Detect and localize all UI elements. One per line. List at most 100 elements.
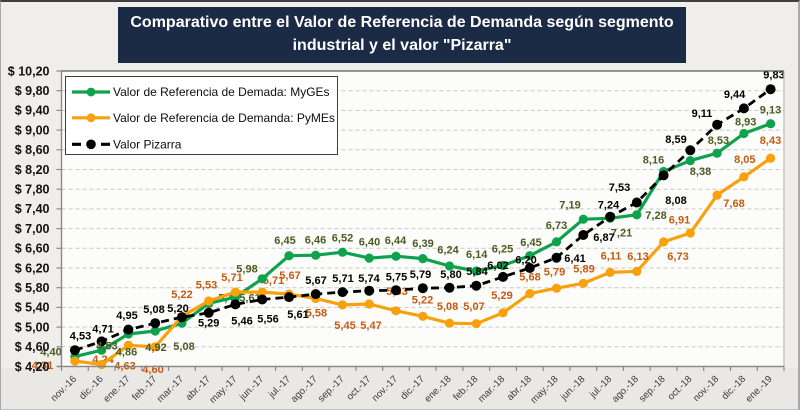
svg-text:8,16: 8,16 [643,155,664,167]
svg-text:nov.-18: nov.-18 [691,374,721,404]
svg-text:$ 7,00: $ 7,00 [15,222,50,236]
svg-text:6,45: 6,45 [274,235,295,247]
svg-text:4,95: 4,95 [116,310,137,322]
svg-text:5,74: 5,74 [358,273,380,285]
svg-text:$ 5,00: $ 5,00 [15,320,50,334]
svg-text:6,11: 6,11 [601,251,622,263]
svg-text:6,91: 6,91 [669,215,690,227]
svg-text:6,02: 6,02 [487,260,508,272]
svg-text:$ 4,20: $ 4,20 [15,360,50,374]
svg-text:$ 4,60: $ 4,60 [15,340,50,354]
svg-text:6,20: 6,20 [515,255,536,267]
svg-text:$ 8,60: $ 8,60 [15,143,50,157]
svg-text:Valor de Referencia de Demada:: Valor de Referencia de Demada: MyGEs [113,85,330,99]
svg-text:6,45: 6,45 [520,237,541,249]
svg-text:ene.-17: ene.-17 [102,374,133,405]
svg-text:jun.-18: jun.-18 [558,374,587,403]
svg-text:8,53: 8,53 [708,135,729,147]
svg-text:5,80: 5,80 [440,269,461,281]
svg-text:6,73: 6,73 [546,220,567,232]
svg-text:5,56: 5,56 [257,314,278,326]
svg-text:oct.-17: oct.-17 [345,374,374,403]
svg-text:5,84: 5,84 [466,266,488,278]
svg-text:5,58: 5,58 [306,307,327,319]
svg-text:5,08: 5,08 [437,301,458,313]
svg-text:$ 10,20: $ 10,20 [8,64,50,78]
svg-text:7,28: 7,28 [645,210,666,222]
svg-text:5,29: 5,29 [198,318,219,330]
svg-text:8,59: 8,59 [665,134,686,146]
svg-text:6,24: 6,24 [437,245,459,257]
svg-text:4,53: 4,53 [70,331,91,343]
svg-text:8,43: 8,43 [760,135,781,147]
svg-text:ago.-18: ago.-18 [610,374,641,405]
svg-text:5,07: 5,07 [463,301,484,313]
svg-text:5,98: 5,98 [236,264,257,276]
svg-text:$ 5,40: $ 5,40 [15,301,50,315]
svg-text:5,89: 5,89 [573,264,594,276]
svg-text:9,11: 9,11 [692,108,713,120]
svg-text:may.-18: may.-18 [529,374,561,406]
svg-text:5,79: 5,79 [410,269,431,281]
svg-text:5,08: 5,08 [143,304,164,316]
svg-text:7,24: 7,24 [598,200,620,212]
svg-text:5,46: 5,46 [231,316,252,328]
svg-text:5,08: 5,08 [173,341,194,353]
svg-text:Valor de Referencia de Demanda: Valor de Referencia de Demanda: PyMEs [113,111,335,125]
svg-text:9,44: 9,44 [724,89,746,101]
svg-text:sep.-17: sep.-17 [316,374,347,405]
svg-text:6,52: 6,52 [332,233,353,245]
svg-text:ago.-17: ago.-17 [289,374,320,405]
svg-text:8,93: 8,93 [735,117,756,129]
svg-text:6,73: 6,73 [667,251,688,263]
svg-text:6,46: 6,46 [305,235,326,247]
svg-text:5,67: 5,67 [305,275,326,287]
svg-text:$ 9,80: $ 9,80 [15,84,50,98]
svg-text:5,20: 5,20 [167,303,188,315]
svg-text:feb.-18: feb.-18 [451,374,480,403]
svg-text:Valor Pizarra: Valor Pizarra [113,138,182,152]
svg-text:7,68: 7,68 [723,198,744,210]
svg-text:9,13: 9,13 [760,105,781,117]
svg-text:feb.-17: feb.-17 [130,374,159,403]
svg-text:ene.-19: ene.-19 [744,374,775,405]
svg-text:4,53: 4,53 [96,341,117,353]
svg-text:5,22: 5,22 [171,289,192,301]
svg-text:oct.-18: oct.-18 [666,374,695,403]
svg-text:5,71: 5,71 [221,272,242,284]
svg-text:7,19: 7,19 [559,200,580,212]
svg-text:6,14: 6,14 [466,249,488,261]
svg-text:$ 9,40: $ 9,40 [15,104,50,118]
svg-text:6,13: 6,13 [627,251,648,263]
svg-text:6,39: 6,39 [412,238,433,250]
svg-text:5,53: 5,53 [196,279,217,291]
svg-text:$ 9,00: $ 9,00 [15,123,50,137]
svg-text:$ 6,20: $ 6,20 [15,261,50,275]
svg-text:5,29: 5,29 [491,290,512,302]
svg-text:4,92: 4,92 [145,342,166,354]
svg-text:5,71: 5,71 [263,275,284,287]
svg-text:4,31: 4,31 [32,360,53,372]
svg-text:5,71: 5,71 [332,273,353,285]
svg-text:8,08: 8,08 [665,195,686,207]
svg-text:$ 7,80: $ 7,80 [15,183,50,197]
svg-text:5,61: 5,61 [287,309,308,321]
svg-text:9,83: 9,83 [763,70,784,82]
svg-text:ene.-18: ene.-18 [423,374,454,405]
svg-text:$ 8,20: $ 8,20 [15,163,50,177]
svg-text:5,45: 5,45 [334,320,355,332]
svg-text:5,47: 5,47 [360,320,381,332]
svg-text:6,87: 6,87 [593,232,614,244]
svg-text:4,40: 4,40 [40,347,61,359]
svg-text:6,40: 6,40 [359,237,380,249]
svg-text:8,38: 8,38 [690,166,711,178]
svg-text:$ 7,40: $ 7,40 [15,202,50,216]
svg-text:5,67: 5,67 [279,270,300,282]
svg-text:6,25: 6,25 [492,244,513,256]
svg-text:5,79: 5,79 [544,267,565,279]
svg-text:7,21: 7,21 [611,228,632,240]
svg-text:8,05: 8,05 [734,154,755,166]
svg-text:7,53: 7,53 [609,182,630,194]
svg-text:nov.-17: nov.-17 [370,374,400,404]
svg-text:4,86: 4,86 [116,347,137,359]
